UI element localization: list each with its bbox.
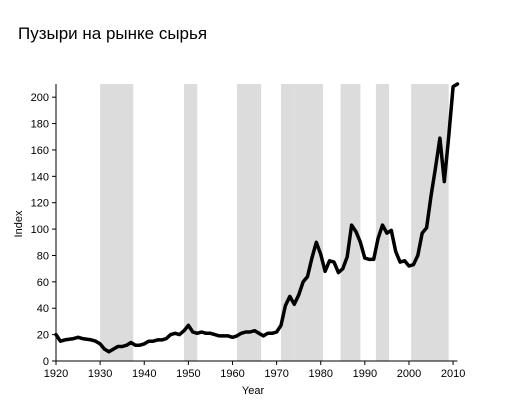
y-tick-label: 20 (37, 330, 49, 342)
shaded-period-1 (100, 84, 134, 361)
x-tick-label: 1940 (132, 368, 156, 380)
y-tick-label: 0 (43, 356, 49, 368)
y-tick-label: 100 (31, 224, 49, 236)
x-tick-label: 2010 (441, 368, 465, 380)
x-tick-label: 1920 (44, 368, 68, 380)
y-tick-label: 160 (31, 145, 49, 157)
y-axis-title: Index (13, 210, 25, 237)
shaded-period-7 (375, 84, 390, 361)
series-line-1 (54, 82, 460, 354)
y-tick-label: 120 (31, 198, 49, 210)
y-tick-label: 200 (31, 92, 49, 104)
x-tick-label: 1980 (308, 368, 332, 380)
shaded-period-5 (294, 84, 323, 361)
y-tick-label: 60 (37, 277, 49, 289)
y-tick-label: 40 (37, 303, 49, 315)
shaded-period-8 (411, 84, 449, 361)
x-tick-label: 1930 (88, 368, 112, 380)
shaded-period-3 (236, 84, 262, 361)
x-tick-label: 1960 (220, 368, 244, 380)
chart-title: Пузыри на рынке сырья (18, 24, 208, 43)
y-tick-label: 180 (31, 119, 49, 131)
shaded-periods (100, 84, 449, 361)
y-tick-label: 80 (37, 250, 49, 262)
axes (55, 84, 458, 362)
x-tick-label: 1970 (264, 368, 288, 380)
series-layer (54, 82, 460, 354)
shaded-period-6 (340, 84, 361, 361)
x-axis-title: Year (242, 385, 265, 397)
x-tick-label: 2000 (397, 368, 421, 380)
y-tick-label: 140 (31, 171, 49, 183)
ticks: 0 20 40 60 80 100 120 140 160 180 200 1920 1930 1940 1… (31, 92, 466, 380)
x-tick-label: 1950 (176, 368, 200, 380)
shaded-period-4 (281, 84, 295, 361)
shaded-period-2 (183, 84, 198, 361)
x-tick-label: 1990 (353, 368, 377, 380)
